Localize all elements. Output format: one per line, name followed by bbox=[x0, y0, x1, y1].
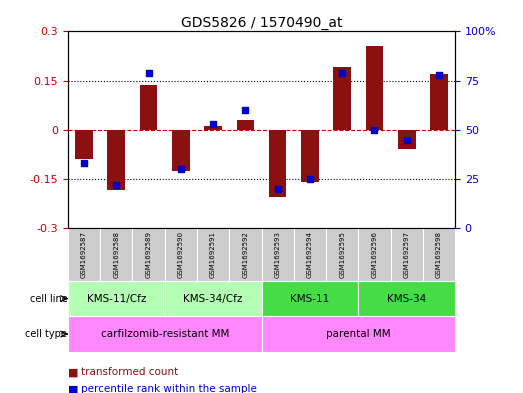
Bar bbox=[68, 316, 262, 352]
Text: GSM1692595: GSM1692595 bbox=[339, 231, 345, 278]
Bar bbox=[197, 228, 229, 281]
Point bbox=[241, 107, 249, 113]
Text: percentile rank within the sample: percentile rank within the sample bbox=[81, 384, 257, 393]
Bar bbox=[108, 130, 125, 190]
Bar bbox=[358, 281, 455, 316]
Text: GSM1692596: GSM1692596 bbox=[371, 231, 378, 278]
Point bbox=[177, 166, 185, 172]
Point bbox=[144, 70, 153, 76]
Text: GSM1692594: GSM1692594 bbox=[307, 231, 313, 278]
Text: GSM1692587: GSM1692587 bbox=[81, 231, 87, 278]
Bar bbox=[75, 130, 93, 159]
Bar bbox=[100, 228, 132, 281]
Text: GSM1692589: GSM1692589 bbox=[145, 231, 152, 278]
Text: KMS-34: KMS-34 bbox=[387, 294, 426, 304]
Bar bbox=[358, 228, 391, 281]
Text: KMS-11/Cfz: KMS-11/Cfz bbox=[87, 294, 146, 304]
Bar bbox=[68, 228, 100, 281]
Bar bbox=[398, 130, 415, 149]
Bar bbox=[423, 228, 455, 281]
Point bbox=[209, 121, 218, 127]
Bar bbox=[204, 127, 222, 130]
Text: GSM1692593: GSM1692593 bbox=[275, 231, 281, 278]
Point bbox=[403, 136, 411, 143]
Text: KMS-34/Cfz: KMS-34/Cfz bbox=[184, 294, 243, 304]
Bar bbox=[172, 130, 190, 171]
Point bbox=[274, 185, 282, 192]
Bar bbox=[165, 281, 262, 316]
Point bbox=[435, 72, 443, 78]
Text: GSM1692590: GSM1692590 bbox=[178, 231, 184, 278]
Point bbox=[80, 160, 88, 166]
Bar bbox=[132, 228, 165, 281]
Bar bbox=[165, 228, 197, 281]
Point bbox=[338, 70, 346, 76]
Point bbox=[305, 176, 314, 182]
Bar bbox=[294, 228, 326, 281]
Bar bbox=[262, 228, 294, 281]
Bar bbox=[262, 281, 358, 316]
Bar bbox=[301, 130, 319, 182]
Bar bbox=[269, 130, 287, 197]
Point bbox=[112, 182, 120, 188]
Bar bbox=[391, 228, 423, 281]
Text: GSM1692597: GSM1692597 bbox=[404, 231, 410, 278]
Bar bbox=[140, 86, 157, 130]
Bar bbox=[236, 120, 254, 130]
Bar bbox=[262, 316, 455, 352]
Point bbox=[370, 127, 379, 133]
Text: GSM1692588: GSM1692588 bbox=[113, 231, 119, 278]
Text: transformed count: transformed count bbox=[81, 367, 178, 377]
Bar bbox=[366, 46, 383, 130]
Text: ■: ■ bbox=[68, 384, 82, 393]
Bar bbox=[333, 68, 351, 130]
Text: ■: ■ bbox=[68, 367, 82, 377]
Text: cell type: cell type bbox=[26, 329, 67, 339]
Title: GDS5826 / 1570490_at: GDS5826 / 1570490_at bbox=[181, 17, 342, 30]
Text: parental MM: parental MM bbox=[326, 329, 391, 339]
Text: GSM1692591: GSM1692591 bbox=[210, 231, 216, 278]
Bar bbox=[430, 74, 448, 130]
Text: KMS-11: KMS-11 bbox=[290, 294, 329, 304]
Bar bbox=[326, 228, 358, 281]
Text: cell line: cell line bbox=[30, 294, 67, 304]
Bar bbox=[229, 228, 262, 281]
Text: GSM1692598: GSM1692598 bbox=[436, 231, 442, 278]
Text: GSM1692592: GSM1692592 bbox=[242, 231, 248, 278]
Bar bbox=[68, 281, 165, 316]
Text: carfilzomib-resistant MM: carfilzomib-resistant MM bbox=[100, 329, 229, 339]
